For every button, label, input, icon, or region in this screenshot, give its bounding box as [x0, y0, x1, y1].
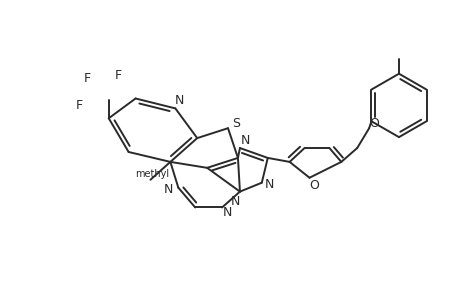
- Text: N: N: [230, 195, 239, 208]
- Text: N: N: [264, 178, 274, 191]
- Text: methyl: methyl: [135, 169, 169, 179]
- Text: N: N: [241, 134, 250, 147]
- Text: S: S: [231, 117, 240, 130]
- Text: O: O: [309, 179, 319, 192]
- Text: F: F: [115, 69, 122, 82]
- Text: F: F: [83, 72, 90, 85]
- Text: F: F: [75, 99, 82, 112]
- Text: O: O: [369, 117, 378, 130]
- Text: N: N: [163, 183, 173, 196]
- Text: N: N: [222, 206, 231, 219]
- Text: N: N: [174, 94, 184, 107]
